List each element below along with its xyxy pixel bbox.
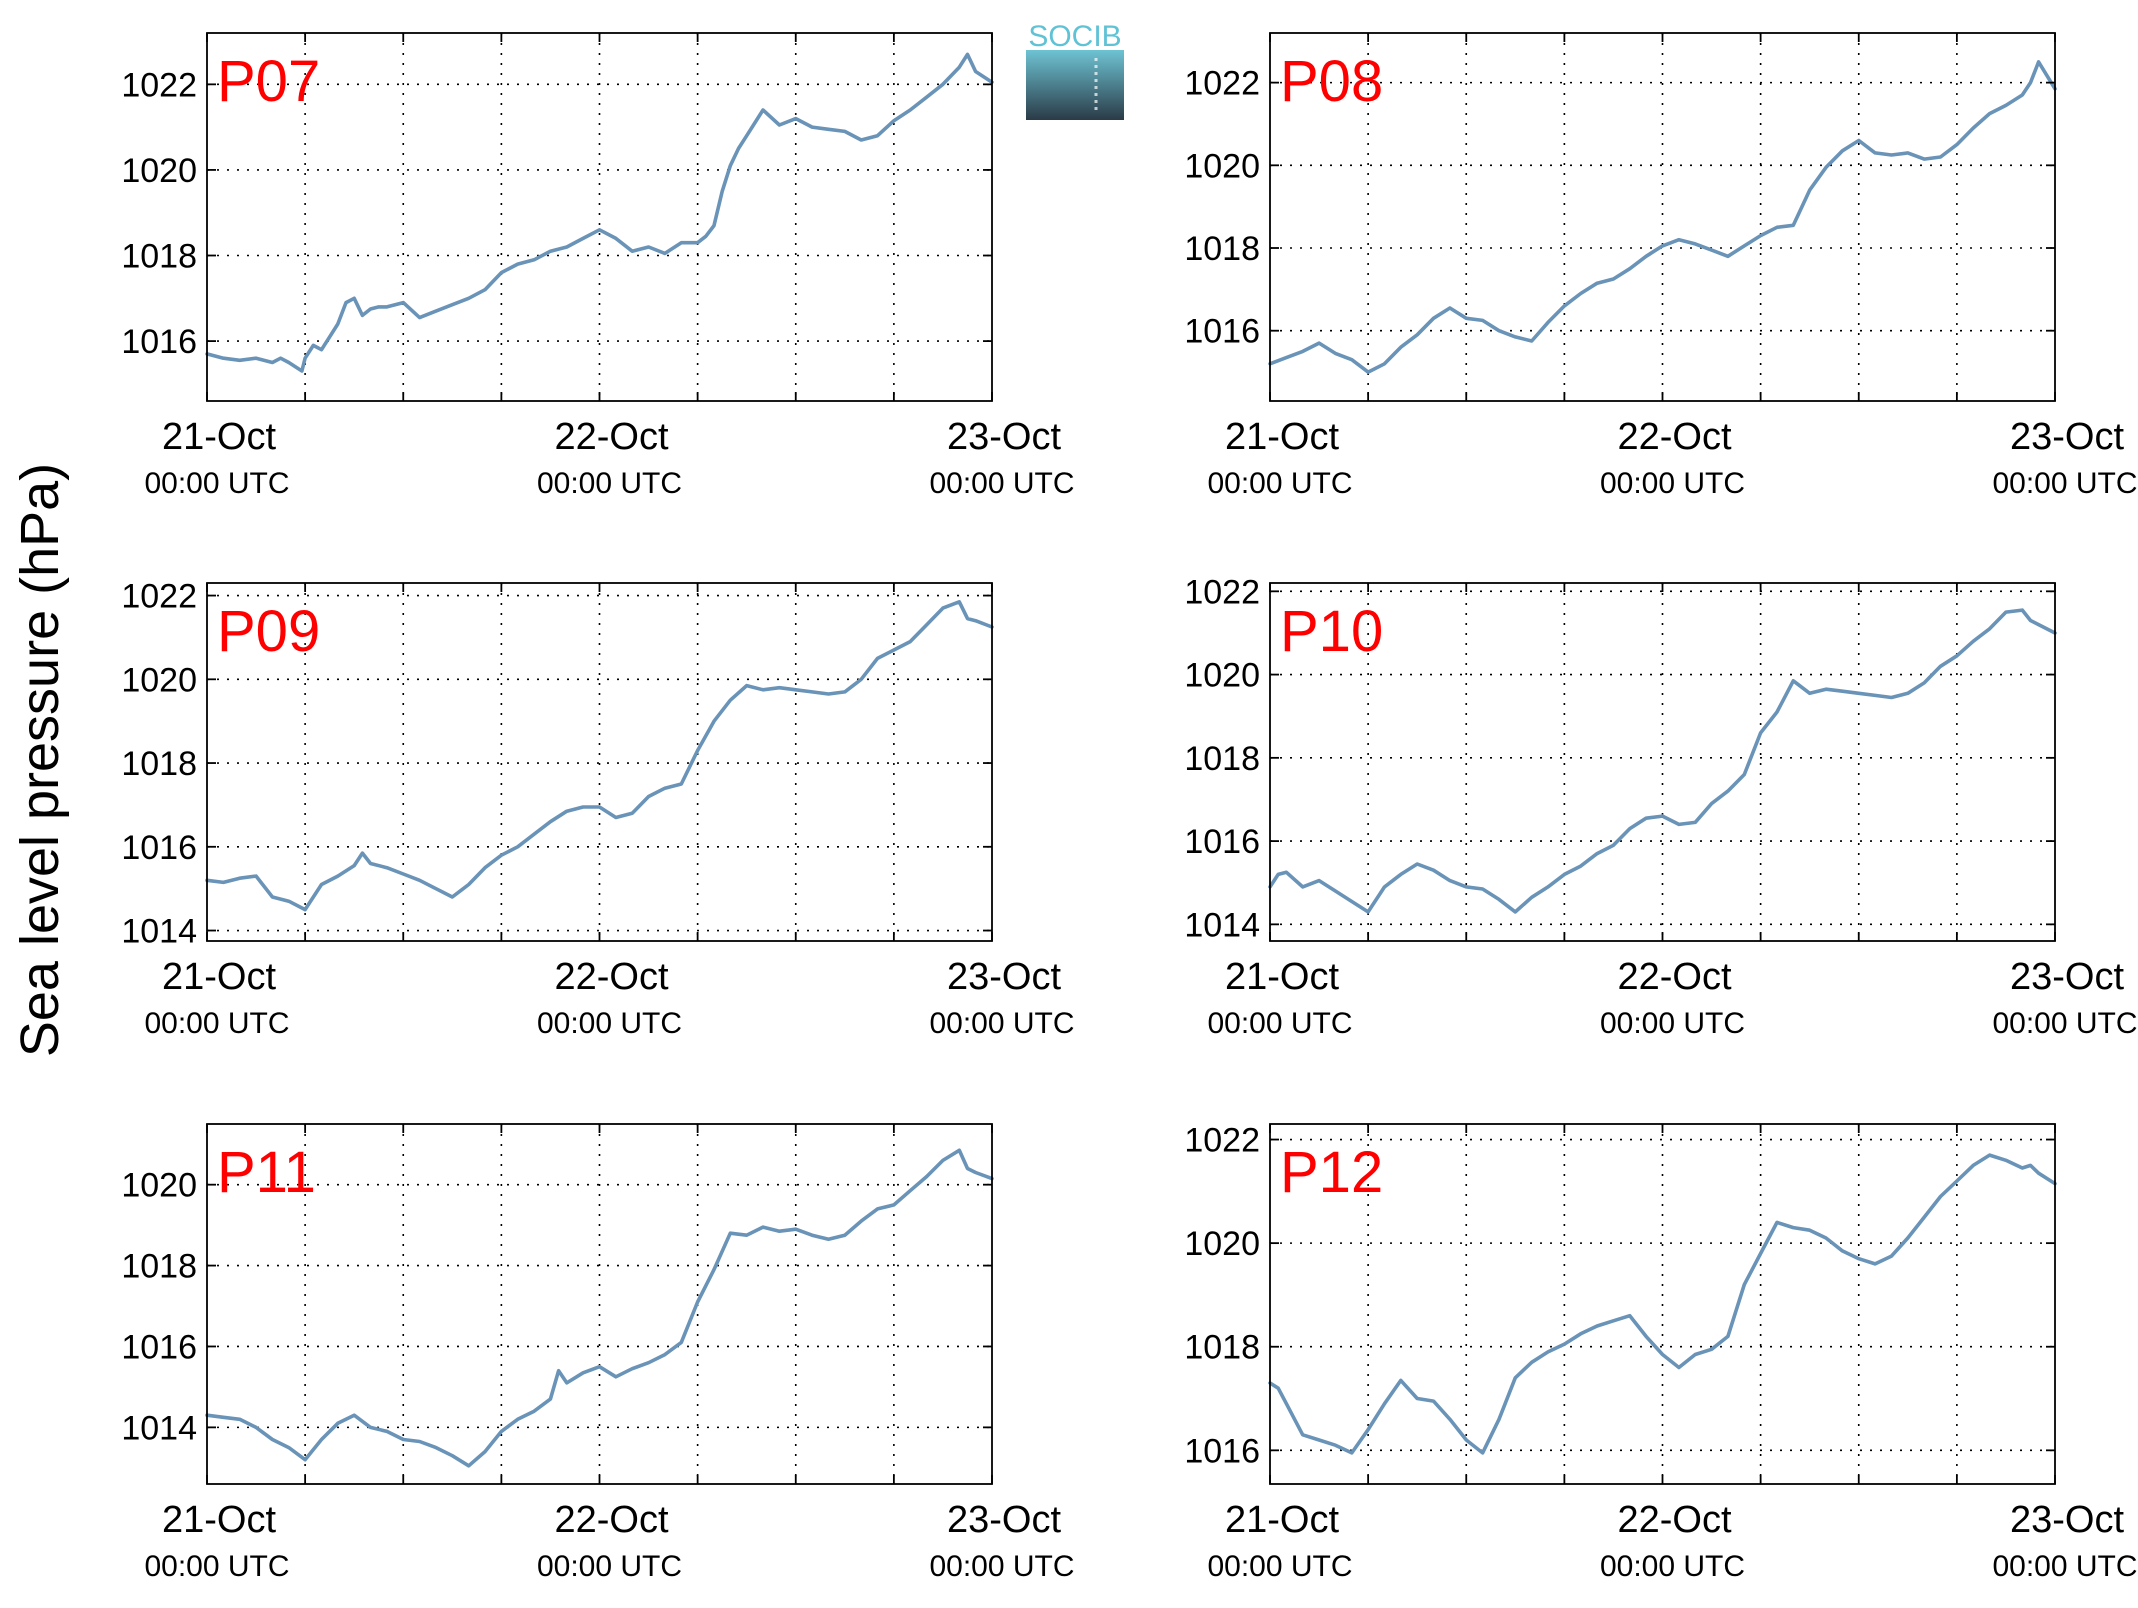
- x-tick-label-time: 00:00 UTC: [1992, 1550, 2137, 1583]
- y-tick-label: 1022: [1184, 573, 1260, 611]
- x-tick-label-time: 00:00 UTC: [1600, 467, 1745, 500]
- y-tick-label: 1022: [121, 578, 197, 616]
- y-tick-label: 1016: [1184, 823, 1260, 861]
- logo-text: SOCIB: [1028, 20, 1121, 53]
- pressure-line-p10: [1268, 608, 2057, 914]
- x-tick-label-time: 00:00 UTC: [537, 1007, 682, 1040]
- chart-panel-p10: 1014 1016 1018 1020 1022 21-Oct 00:00 UTC 22-Oc…: [1184, 573, 2137, 1040]
- chart-panel-p07: 1016 1018 1020 1022 21-Oct 00:00 UTC 22-Oct 00:…: [121, 32, 1075, 500]
- y-tick-label: 1018: [121, 1248, 197, 1286]
- x-tick-label-date: 22-Oct: [554, 416, 668, 458]
- chart-panel-p09: 1014 1016 1018 1020 1022 21-Oct 00:00 UTC 22-Oc…: [121, 578, 1074, 1040]
- x-tick-label-date: 21-Oct: [162, 956, 276, 998]
- y-tick-label: 1018: [1184, 740, 1260, 778]
- pressure-line-p11: [205, 1148, 994, 1468]
- x-tick-label-time: 00:00 UTC: [1992, 1007, 2137, 1040]
- y-tick-label: 1016: [1184, 313, 1260, 351]
- panel-label: P12: [1280, 1140, 1383, 1205]
- x-tick-label-date: 21-Oct: [1225, 416, 1339, 458]
- x-tick-label-date: 21-Oct: [1225, 1499, 1339, 1541]
- x-tick-label-date: 23-Oct: [2010, 416, 2124, 458]
- x-tick-label-time: 00:00 UTC: [1207, 1007, 1352, 1040]
- y-tick-label: 1016: [1184, 1432, 1260, 1470]
- y-tick-label: 1020: [1184, 147, 1260, 185]
- x-tick-label-time: 00:00 UTC: [1600, 1007, 1745, 1040]
- x-tick-label-date: 22-Oct: [1617, 416, 1731, 458]
- y-tick-label: 1022: [1184, 1122, 1260, 1160]
- x-tick-label-date: 23-Oct: [947, 956, 1061, 998]
- chart-panel-p08: 1016 1018 1020 1022 21-Oct 00:00 UTC 22-Oct 00:…: [1184, 32, 2138, 500]
- y-tick-label: 1018: [121, 745, 197, 783]
- y-tick-label: 1022: [121, 66, 197, 104]
- panel-grid: 1016 1018 1020 1022 21-Oct 00:00 UTC 22-Oct 00:…: [121, 32, 2138, 1583]
- y-tick-label: 1022: [1184, 65, 1260, 103]
- y-axis-label: Sea level pressure (hPa): [10, 463, 70, 1057]
- y-tick-label: 1014: [121, 913, 197, 951]
- y-tick-label: 1020: [1184, 657, 1260, 695]
- panel-label: P10: [1280, 599, 1383, 664]
- panel-label: P11: [217, 1140, 316, 1205]
- y-tick-label: 1020: [121, 1167, 197, 1205]
- y-tick-label: 1016: [121, 1328, 197, 1366]
- x-tick-label-date: 23-Oct: [2010, 956, 2124, 998]
- x-tick-label-date: 22-Oct: [1617, 956, 1731, 998]
- x-tick-label-time: 00:00 UTC: [929, 1007, 1074, 1040]
- y-tick-label: 1018: [1184, 1329, 1260, 1367]
- x-tick-label-time: 00:00 UTC: [929, 467, 1074, 500]
- x-tick-label-date: 21-Oct: [162, 416, 276, 458]
- chart-panel-p12: 1016 1018 1020 1022 21-Oct 00:00 UTC 22-Oct 00:…: [1184, 1122, 2137, 1583]
- panel-label: P09: [217, 599, 320, 664]
- y-tick-label: 1020: [121, 661, 197, 699]
- y-tick-label: 1014: [1184, 906, 1260, 944]
- panel-label: P08: [1280, 49, 1383, 114]
- chart-panel-p11: 1014 1016 1018 1020 21-Oct 00:00 UTC 22-Oct 00:…: [121, 1123, 1075, 1583]
- x-tick-label-time: 00:00 UTC: [144, 1007, 289, 1040]
- x-tick-label-date: 21-Oct: [1225, 956, 1339, 998]
- y-tick-label: 1020: [121, 152, 197, 190]
- pressure-line-p09: [205, 599, 994, 912]
- x-tick-label-time: 00:00 UTC: [537, 467, 682, 500]
- pressure-line-p08: [1268, 60, 2057, 374]
- x-tick-label-time: 00:00 UTC: [537, 1550, 682, 1583]
- x-tick-label-date: 22-Oct: [554, 956, 668, 998]
- y-tick-label: 1014: [121, 1409, 197, 1447]
- y-tick-label: 1016: [121, 323, 197, 361]
- panel-label: P07: [217, 49, 320, 114]
- y-tick-label: 1016: [121, 829, 197, 867]
- x-tick-label-date: 23-Oct: [947, 416, 1061, 458]
- x-tick-label-time: 00:00 UTC: [144, 1550, 289, 1583]
- pressure-line-p07: [205, 52, 994, 373]
- logo-block: [1026, 50, 1124, 120]
- x-tick-label-date: 23-Oct: [2010, 1499, 2124, 1541]
- x-tick-label-time: 00:00 UTC: [929, 1550, 1074, 1583]
- x-tick-label-date: 22-Oct: [1617, 1499, 1731, 1541]
- pressure-line-p12: [1268, 1153, 2057, 1455]
- y-tick-label: 1020: [1184, 1225, 1260, 1263]
- x-tick-label-time: 00:00 UTC: [144, 467, 289, 500]
- x-tick-label-time: 00:00 UTC: [1207, 1550, 1352, 1583]
- x-tick-label-time: 00:00 UTC: [1207, 467, 1352, 500]
- socib-logo: SOCIB: [1026, 20, 1124, 120]
- x-tick-label-time: 00:00 UTC: [1600, 1550, 1745, 1583]
- y-tick-label: 1018: [1184, 230, 1260, 268]
- x-tick-label-date: 23-Oct: [947, 1499, 1061, 1541]
- y-tick-label: 1018: [121, 238, 197, 276]
- x-tick-label-time: 00:00 UTC: [1992, 467, 2137, 500]
- x-tick-label-date: 21-Oct: [162, 1499, 276, 1541]
- x-tick-label-date: 22-Oct: [554, 1499, 668, 1541]
